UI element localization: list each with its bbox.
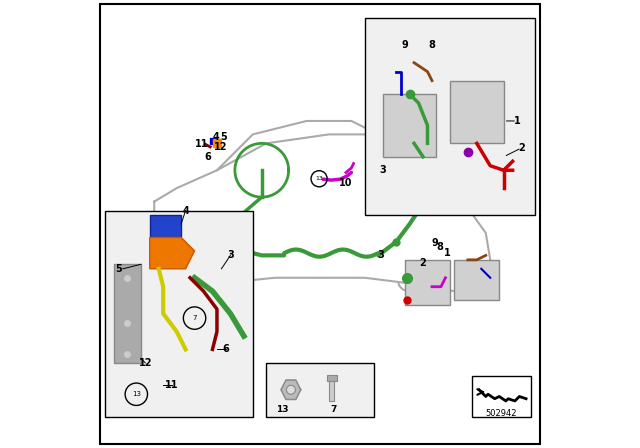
Text: 4: 4 [212,132,220,142]
Text: 502942: 502942 [486,409,517,418]
Polygon shape [150,215,181,237]
Text: 3: 3 [227,250,234,260]
Bar [266,363,374,417]
Polygon shape [150,237,195,269]
Text: 12: 12 [138,358,152,368]
Text: 2: 2 [518,143,525,153]
Text: 6: 6 [204,152,211,162]
Bar [472,376,531,417]
Bar [365,18,535,215]
Text: 7: 7 [330,405,337,414]
Circle shape [287,385,296,394]
Text: 13: 13 [132,391,141,397]
Text: 13: 13 [315,176,323,181]
Text: 8: 8 [436,242,443,252]
Bar [383,94,436,157]
Text: 1: 1 [514,116,520,126]
Bar [450,81,504,143]
Bar [114,264,141,363]
Bar [105,211,253,417]
Text: 9: 9 [402,40,408,50]
Text: 1: 1 [444,248,451,258]
Text: 5: 5 [220,132,227,142]
Bar [327,375,337,381]
Text: 11: 11 [165,380,179,390]
Text: 13: 13 [276,405,288,414]
Text: 10: 10 [339,178,353,188]
Bar [405,260,450,305]
Polygon shape [281,380,301,400]
Text: 9: 9 [432,238,438,248]
Bar [454,260,499,300]
Bar [329,379,334,401]
Text: 4: 4 [182,206,189,215]
Text: 6: 6 [223,345,229,354]
Text: 3: 3 [383,189,390,198]
Text: 7: 7 [192,315,197,321]
Text: 3: 3 [377,250,384,260]
Text: 2: 2 [419,258,426,267]
Text: 8: 8 [429,40,435,50]
Text: 3: 3 [380,165,386,175]
Text: 11: 11 [195,139,209,149]
Text: 5: 5 [115,264,122,274]
Text: 12: 12 [214,142,227,152]
